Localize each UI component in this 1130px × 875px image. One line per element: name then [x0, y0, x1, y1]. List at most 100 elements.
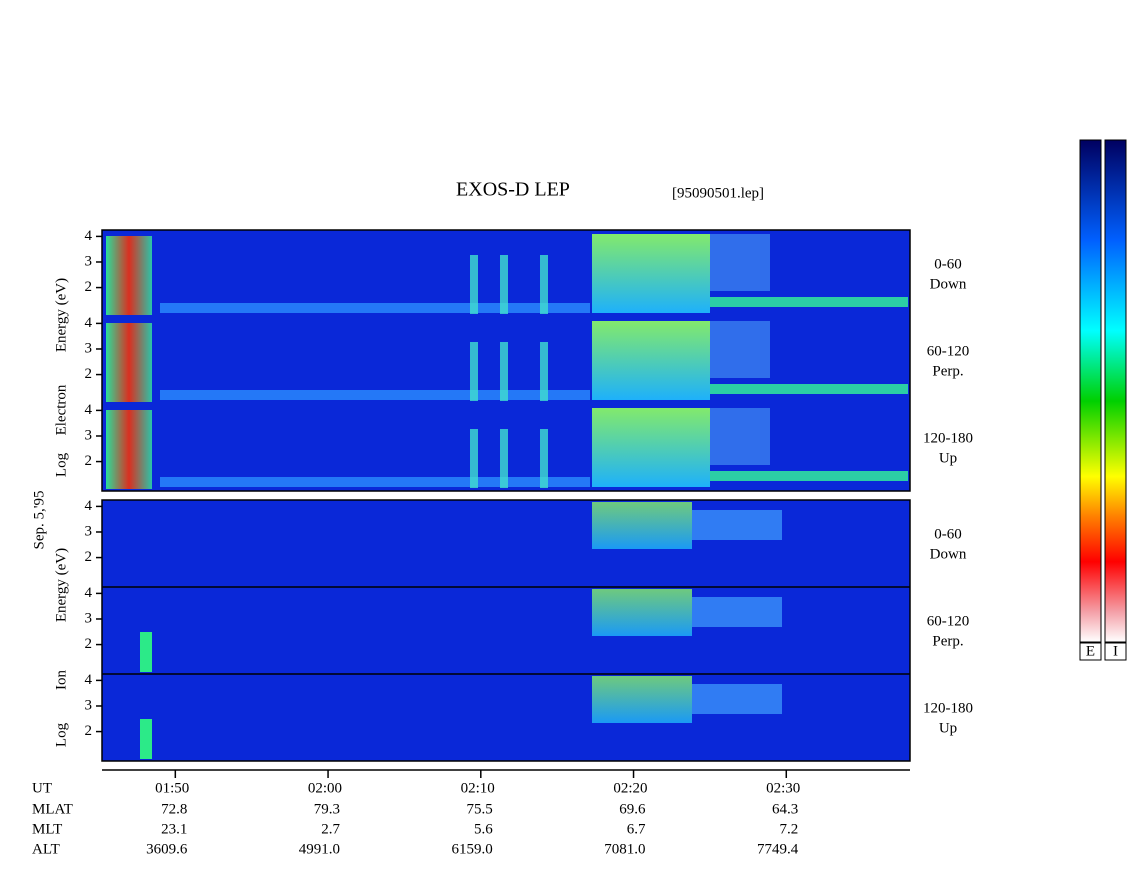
spectrogram-feature — [710, 471, 908, 481]
spectrogram-feature — [160, 303, 590, 313]
spectrogram-feature — [710, 321, 770, 378]
spectrogram-feature — [470, 429, 478, 488]
date: Sep. 5,'95 — [31, 491, 47, 550]
y-tick-label: 4 — [85, 672, 93, 688]
spectrogram-feature — [592, 321, 710, 400]
x-tick-label: 02:20 — [613, 780, 647, 796]
ephemeris-value: 75.5 — [467, 801, 493, 817]
ephemeris-label: MLAT — [32, 801, 73, 817]
panel-pitch: 0-60 — [934, 526, 962, 542]
spectrogram-feature — [710, 234, 770, 291]
spectrogram-feature — [106, 323, 152, 402]
panel-pitch: 60-120 — [927, 343, 970, 359]
panel-pitch: 120-180 — [923, 430, 973, 446]
ut-label: UT — [32, 780, 52, 796]
spectrogram-feature — [692, 597, 782, 627]
ephemeris-value: 7749.4 — [757, 841, 799, 857]
spectrogram-panel — [102, 674, 910, 761]
y-tick-label: 2 — [85, 723, 93, 739]
spectrogram-feature — [500, 342, 508, 401]
panel-direction: Down — [930, 546, 967, 562]
y-tick-label: 4 — [85, 228, 93, 244]
y-axis-label: Energy (eV) — [53, 548, 69, 622]
y-tick-label: 2 — [85, 549, 93, 565]
spectrogram-feature — [692, 510, 782, 540]
y-tick-label: 4 — [85, 315, 93, 331]
y-tick-label: 3 — [85, 697, 93, 713]
ephemeris-value: 69.6 — [619, 801, 646, 817]
ephemeris-value: 23.1 — [161, 821, 187, 837]
ephemeris-label: ALT — [32, 841, 60, 857]
ephemeris-value: 6159.0 — [452, 841, 493, 857]
ephemeris-value: 4991.0 — [299, 841, 340, 857]
spectrogram-feature — [500, 255, 508, 314]
y-tick-label: 3 — [85, 340, 93, 356]
y-axis-label: Ion — [53, 670, 69, 690]
ephemeris-value: 5.6 — [474, 821, 493, 837]
spectrogram-feature — [500, 429, 508, 488]
spectrogram-panel — [102, 587, 910, 674]
spectrogram-feature — [592, 676, 692, 723]
ephemeris-value: 2.7 — [321, 821, 340, 837]
colorbar — [1104, 139, 1127, 643]
ephemeris-value: 72.8 — [161, 801, 187, 817]
spectrogram-feature — [470, 255, 478, 314]
spectrogram-feature — [592, 408, 710, 487]
y-tick-label: 3 — [85, 427, 93, 443]
spectrogram-feature — [540, 255, 548, 314]
y-tick-label: 2 — [85, 279, 93, 295]
colorbar — [1079, 139, 1102, 643]
spectrogram-feature — [592, 234, 710, 313]
spectrogram-feature — [710, 408, 770, 465]
panel-pitch: 120-180 — [923, 700, 973, 716]
x-tick-label: 02:30 — [766, 780, 800, 796]
x-tick-label: 02:10 — [461, 780, 495, 796]
y-axis-label: Log — [53, 722, 69, 747]
panel-direction: Perp. — [932, 633, 963, 649]
y-tick-label: 2 — [85, 636, 93, 652]
y-axis-label: Energy (eV) — [53, 278, 69, 352]
title: EXOS-D LEP — [456, 179, 570, 201]
spectrogram-panel — [102, 500, 910, 587]
ephemeris-value: 6.7 — [627, 821, 646, 837]
y-tick-label: 3 — [85, 523, 93, 539]
spectrogram-feature — [140, 719, 152, 759]
panel-pitch: 0-60 — [934, 256, 962, 272]
spectrogram-feature — [710, 384, 908, 394]
colorbar-label: E — [1086, 643, 1095, 659]
y-tick-label: 2 — [85, 453, 93, 469]
ephemeris-value: 3609.6 — [146, 841, 188, 857]
spectrogram-feature — [592, 589, 692, 636]
spectrogram-feature — [710, 297, 908, 307]
spectrogram-feature — [540, 429, 548, 488]
spectrogram-feature — [470, 342, 478, 401]
spectrogram-feature — [160, 390, 590, 400]
y-tick-label: 4 — [85, 402, 93, 418]
ephemeris-value: 79.3 — [314, 801, 340, 817]
y-tick-label: 3 — [85, 610, 93, 626]
panel-pitch: 60-120 — [927, 613, 970, 629]
plot-frame — [101, 229, 911, 492]
x-tick-label: 02:00 — [308, 780, 342, 796]
panel-direction: Down — [930, 276, 967, 292]
spectrogram-feature — [592, 502, 692, 549]
spectrogram-feature — [106, 410, 152, 489]
spectrogram-feature — [140, 632, 152, 672]
y-tick-label: 3 — [85, 253, 93, 269]
panel-direction: Up — [939, 450, 957, 466]
panel-direction: Perp. — [932, 363, 963, 379]
spectrogram-feature — [106, 236, 152, 315]
spectrogram-feature — [160, 477, 590, 487]
file-name: [95090501.lep] — [672, 185, 764, 201]
ephemeris-value: 7081.0 — [604, 841, 645, 857]
y-tick-label: 4 — [85, 585, 93, 601]
y-tick-label: 4 — [85, 498, 93, 514]
colorbar-label-box — [1104, 642, 1127, 661]
panel-direction: Up — [939, 720, 957, 736]
spectrogram-feature — [540, 342, 548, 401]
ephemeris-value: 64.3 — [772, 801, 798, 817]
colorbar-label-box — [1079, 642, 1102, 661]
ephemeris-label: MLT — [32, 821, 62, 837]
